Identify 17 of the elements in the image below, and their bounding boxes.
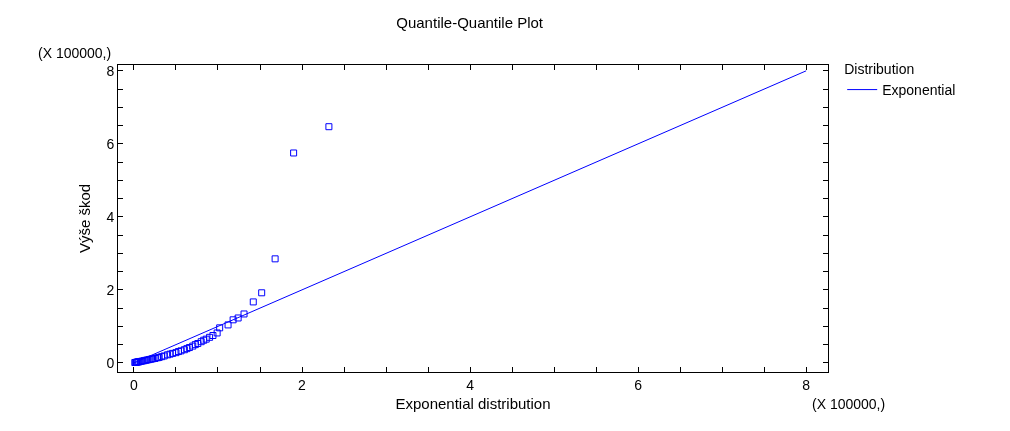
x-tick-label: 4 <box>466 376 475 393</box>
x-axis-title: Exponential distribution <box>395 394 551 412</box>
x-tick-label: 0 <box>130 376 139 393</box>
y-tick-label: 4 <box>106 208 115 225</box>
y-tick-label: 8 <box>106 62 115 79</box>
x-tick-label: 2 <box>298 376 307 393</box>
x-tick-label: 8 <box>802 376 811 393</box>
x-tick-label: 6 <box>634 376 643 393</box>
text: (X 100000,) <box>38 45 112 61</box>
y-tick-label: 0 <box>106 354 115 371</box>
text: (X 100000,) <box>812 396 886 412</box>
legend-title: Distribution <box>844 60 915 77</box>
y-tick-label: 2 <box>106 281 115 298</box>
chart-title: Quantile-Quantile Plot <box>396 13 544 31</box>
y-axis-title: Výše škod <box>75 183 93 254</box>
legend-label: Exponential <box>882 82 956 99</box>
y-tick-label: 6 <box>106 135 115 152</box>
